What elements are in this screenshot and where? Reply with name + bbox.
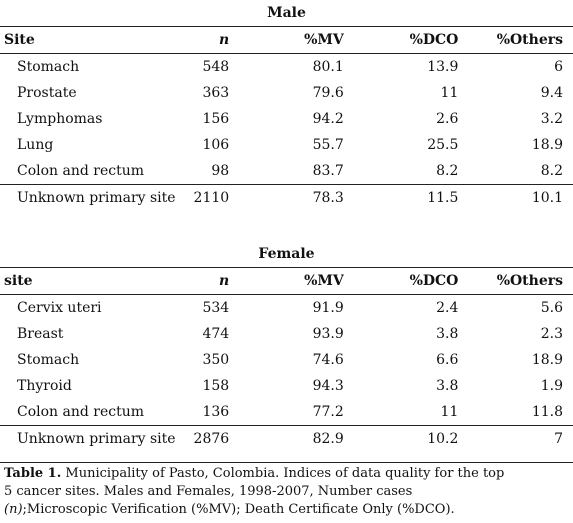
cell-dco: 13.9 [427, 59, 459, 75]
cell-mv: 82.9 [229, 425, 344, 452]
caption-n-symbol: (n) [4, 502, 23, 517]
cell-n: 2876 [114, 425, 230, 452]
header-dco: %DCO [343, 267, 459, 295]
male-title: Male [267, 5, 306, 21]
male-title-row: Male [0, 0, 573, 27]
caption-label: Table 1. [4, 466, 62, 481]
cell-mv: 94.2 [312, 111, 344, 127]
cell-site: Thyroid [17, 378, 72, 394]
cell-dco: 2.4 [436, 300, 459, 316]
cell-mv: 91.9 [312, 300, 344, 316]
cell-site: Stomach [17, 352, 80, 368]
caption-line3: ;Microscopic Verification (%MV); Death C… [22, 502, 455, 517]
cell-others: 10.1 [458, 184, 573, 211]
header-others: %Others [458, 26, 573, 54]
section-spacer [0, 211, 573, 241]
cell-mv: 94.3 [312, 378, 344, 394]
header-mv: %MV [229, 267, 344, 295]
table-row: Prostate 363 79.6 11 9.4 [0, 80, 573, 106]
header-dco: %DCO [343, 26, 459, 54]
cell-n: 158 [202, 378, 230, 394]
cell-mv: 83.7 [312, 163, 344, 179]
table-row: Thyroid 158 94.3 3.8 1.9 [0, 373, 573, 399]
table-row: Breast 474 93.9 3.8 2.3 [0, 321, 573, 347]
female-title-row: Female [0, 241, 573, 268]
cell-site: Unknown primary site [0, 184, 176, 211]
cell-dco: 6.6 [436, 352, 459, 368]
header-site: site [0, 267, 115, 295]
table-row-unknown: Unknown primary site 2876 82.9 10.2 7 [0, 425, 573, 452]
caption-line1: Municipality of Pasto, Colombia. Indices… [61, 466, 505, 481]
cell-others: 1.9 [540, 378, 563, 394]
table-row: Lymphomas 156 94.2 2.6 3.2 [0, 106, 573, 132]
table-caption: Table 1. Municipality of Pasto, Colombia… [0, 462, 573, 519]
female-title: Female [258, 246, 315, 262]
header-n: n [114, 26, 230, 54]
header-mv: %MV [229, 26, 344, 54]
table-row: Lung 106 55.7 25.5 18.9 [0, 132, 573, 158]
table-row: Stomach 548 80.1 13.9 6 [0, 54, 573, 81]
cell-site: Colon and rectum [17, 404, 145, 420]
cell-dco: 25.5 [427, 137, 459, 153]
cell-n: 98 [211, 163, 230, 179]
male-header-row: Site n %MV %DCO %Others [0, 26, 573, 54]
cell-n: 474 [202, 326, 230, 342]
cell-dco: 11 [440, 85, 459, 101]
cell-site: Cervix uteri [17, 300, 102, 316]
table-row: Stomach 350 74.6 6.6 18.9 [0, 347, 573, 373]
cell-site: Prostate [17, 85, 77, 101]
cell-others: 6 [554, 59, 563, 75]
cell-n: 350 [202, 352, 230, 368]
cell-site: Lymphomas [17, 111, 103, 127]
cell-n: 106 [202, 137, 230, 153]
cell-site: Stomach [17, 59, 80, 75]
cell-mv: 80.1 [312, 59, 344, 75]
cell-site: Lung [17, 137, 54, 153]
cell-dco: 10.2 [343, 425, 459, 452]
cell-others: 2.3 [540, 326, 563, 342]
table: Male Site n %MV %DCO %Others Stomach 548… [0, 0, 573, 452]
cell-site: Colon and rectum [17, 163, 145, 179]
cell-n: 156 [202, 111, 230, 127]
header-n: n [114, 267, 230, 295]
cell-n: 548 [202, 59, 230, 75]
table-row-unknown: Unknown primary site 2110 78.3 11.5 10.1 [0, 184, 573, 211]
cell-site: Unknown primary site [0, 425, 176, 452]
cell-mv: 93.9 [312, 326, 344, 342]
cell-site: Breast [17, 326, 64, 342]
cell-n: 2110 [114, 184, 230, 211]
cell-others: 9.4 [540, 85, 563, 101]
cell-others: 5.6 [540, 300, 563, 316]
caption-line2: 5 cancer sites. Males and Females, 1998-… [4, 484, 413, 499]
cell-mv: 78.3 [229, 184, 344, 211]
cell-n: 363 [202, 85, 230, 101]
female-header-row: site n %MV %DCO %Others [0, 267, 573, 295]
cell-others: 18.9 [531, 137, 563, 153]
cell-n: 534 [202, 300, 230, 316]
cell-dco: 2.6 [436, 111, 459, 127]
table-row: Colon and rectum 136 77.2 11 11.8 [0, 399, 573, 426]
header-site: Site [0, 26, 115, 54]
cell-others: 18.9 [531, 352, 563, 368]
cell-others: 3.2 [540, 111, 563, 127]
cell-others: 11.8 [531, 404, 563, 420]
cell-n: 136 [202, 404, 230, 420]
cell-mv: 79.6 [312, 85, 344, 101]
header-others: %Others [458, 267, 573, 295]
cell-mv: 74.6 [312, 352, 344, 368]
cell-dco: 8.2 [436, 163, 459, 179]
cell-mv: 77.2 [312, 404, 344, 420]
cell-dco: 11.5 [343, 184, 459, 211]
cell-mv: 55.7 [312, 137, 344, 153]
table-row: Colon and rectum 98 83.7 8.2 8.2 [0, 158, 573, 185]
cell-dco: 11 [440, 404, 459, 420]
cell-others: 7 [458, 425, 573, 452]
table-row: Cervix uteri 534 91.9 2.4 5.6 [0, 295, 573, 322]
cell-others: 8.2 [540, 163, 563, 179]
cell-dco: 3.8 [436, 378, 459, 394]
cell-dco: 3.8 [436, 326, 459, 342]
